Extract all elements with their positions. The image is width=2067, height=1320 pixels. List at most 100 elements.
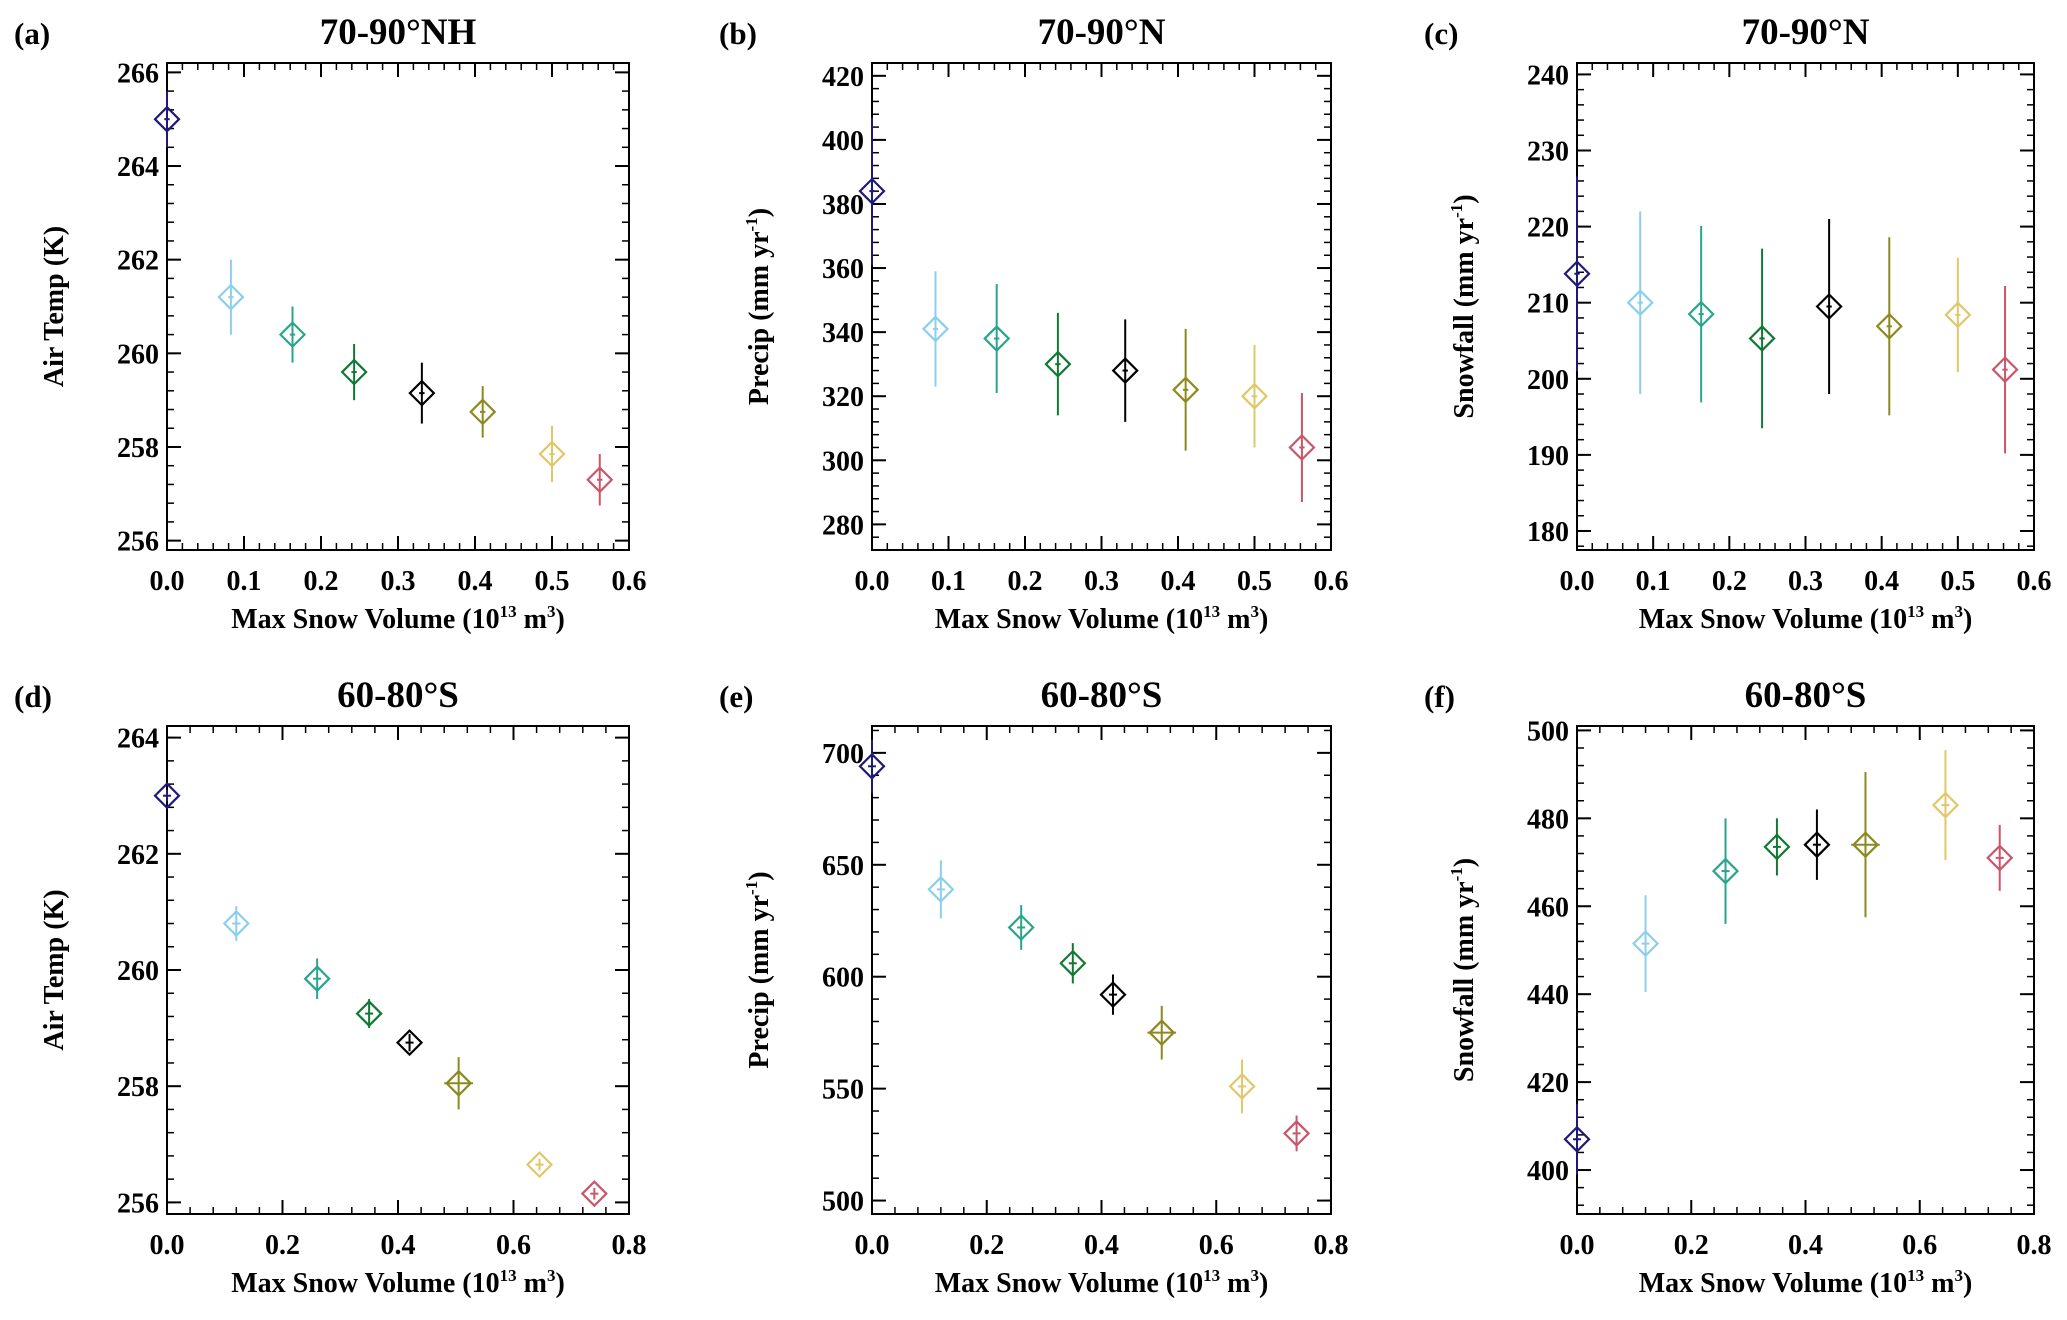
- x-tick-label: 0.2: [1008, 566, 1043, 597]
- x-tick-label: 0.6: [2017, 566, 2052, 597]
- diamond-marker: [445, 1069, 473, 1097]
- x-tick-label: 0.2: [265, 1230, 300, 1261]
- x-tick-label: 0.1: [227, 566, 262, 597]
- y-tick-label: 280: [822, 510, 864, 541]
- x-tick-label: 0.4: [1161, 566, 1196, 597]
- x-axis-label: Max Snow Volume (1013 m3): [935, 602, 1269, 635]
- diamond-marker: [1748, 324, 1776, 353]
- data-point: [1711, 818, 1740, 924]
- y-axis-label: Snowfall (mm yr-1): [1447, 858, 1480, 1082]
- panel-title: 70-90°NH: [320, 12, 477, 53]
- data-point: [1147, 1005, 1177, 1060]
- panel-label: (d): [14, 679, 52, 714]
- x-tick-label: 0.5: [535, 566, 570, 597]
- x-tick-label: 0.8: [612, 1230, 647, 1261]
- data-point: [469, 386, 497, 438]
- data-point: [1803, 809, 1831, 880]
- x-tick-label: 0.5: [1237, 566, 1272, 597]
- data-point: [153, 782, 181, 810]
- y-tick-label: 258: [117, 1072, 159, 1103]
- x-tick-label: 0.1: [931, 566, 966, 597]
- data-point: [1288, 393, 1316, 502]
- diamond-marker: [1631, 930, 1660, 958]
- y-tick-label: 266: [117, 58, 159, 89]
- panel-label: (c): [1424, 16, 1458, 51]
- panel-a: (a) 70-90°NH 0.0 0.1 0.2 0.3 0.4 0.5 0.6 256 258 26…: [14, 12, 647, 635]
- y-tick-label: 440: [1527, 980, 1569, 1011]
- diamond-marker: [525, 1151, 554, 1179]
- x-tick-label: 0.4: [1084, 1230, 1119, 1261]
- data-point: [858, 739, 886, 794]
- diamond-marker: [1148, 1019, 1176, 1047]
- x-tick-label: 0.4: [458, 566, 493, 597]
- x-tick-label: 0.4: [381, 1230, 416, 1261]
- data-point: [1991, 285, 2019, 454]
- diamond-marker: [1563, 1125, 1591, 1153]
- x-axis-label: Max Snow Volume (1013 m3): [935, 1266, 1269, 1299]
- y-tick-label: 550: [822, 1075, 864, 1106]
- panel-label: (e): [719, 679, 753, 714]
- plot-frame: [1576, 62, 2035, 551]
- data-point: [1172, 328, 1200, 451]
- x-tick-label: 0.5: [1940, 566, 1975, 597]
- y-axis-label: Precip (mm yr-1): [742, 208, 775, 405]
- plot-frame: [871, 62, 1332, 551]
- data-point: [1240, 344, 1269, 448]
- data-point: [1851, 772, 1880, 918]
- data-point: [1099, 974, 1127, 1015]
- data-point: [222, 906, 250, 941]
- y-tick-label: 264: [117, 724, 159, 755]
- data-point: [153, 91, 181, 148]
- x-tick-label: 0.3: [1084, 566, 1119, 597]
- x-tick-label: 0.8: [1314, 1230, 1349, 1261]
- x-tick-label: 0.0: [150, 566, 185, 597]
- diamond-marker: [278, 321, 307, 349]
- diamond-marker: [1763, 833, 1791, 861]
- x-tick-label: 0.4: [1864, 566, 1899, 597]
- data-point: [444, 1057, 474, 1110]
- y-tick-label: 256: [117, 527, 159, 558]
- data-point: [538, 425, 566, 483]
- x-tick-label: 0.6: [496, 1230, 531, 1261]
- y-tick-label: 300: [822, 446, 864, 477]
- diamond-marker: [395, 1029, 424, 1057]
- y-tick-label: 258: [117, 433, 159, 464]
- diamond-marker: [303, 965, 331, 993]
- y-tick-label: 420: [822, 62, 864, 93]
- diamond-marker: [1944, 301, 1972, 329]
- diamond-marker: [153, 105, 181, 133]
- diamond-marker: [1563, 260, 1591, 288]
- y-tick-label: 260: [117, 956, 159, 987]
- y-tick-label: 700: [822, 739, 864, 770]
- y-tick-label: 180: [1527, 517, 1569, 548]
- panel-title: 70-90°N: [1742, 12, 1870, 53]
- y-tick-label: 210: [1527, 289, 1569, 320]
- diamond-marker: [858, 177, 886, 205]
- data-point: [1631, 895, 1660, 992]
- x-axis-label: Max Snow Volume (1013 m3): [231, 602, 565, 635]
- data-point: [1687, 225, 1715, 403]
- y-tick-label: 400: [1527, 1156, 1569, 1187]
- diamond-marker: [1059, 949, 1087, 977]
- panel-title: 60-80°S: [1041, 675, 1163, 716]
- diamond-marker: [1172, 376, 1200, 404]
- data-point: [1763, 818, 1791, 876]
- x-tick-label: 0.2: [969, 1230, 1004, 1261]
- panel-f: (f) 60-80°S 0.0 0.2 0.4 0.6 0.8 400 420 440 460 480…: [1424, 675, 2052, 1299]
- data-point: [1283, 1115, 1311, 1152]
- data-point: [858, 117, 886, 265]
- y-axis-label: Air Temp (K): [39, 889, 70, 1050]
- data-point: [525, 1151, 554, 1179]
- diamond-marker: [1931, 791, 1960, 819]
- panel-e: (e) 60-80°S 0.0 0.2 0.4 0.6 0.8 500 550 600 650 700…: [719, 675, 1349, 1299]
- y-tick-label: 230: [1527, 137, 1569, 168]
- diamond-marker: [1711, 857, 1740, 885]
- panel-label: (b): [719, 16, 757, 51]
- diamond-marker: [1288, 433, 1316, 462]
- y-tick-label: 240: [1527, 60, 1569, 91]
- panel-d: (d) 60-80°S 0.0 0.2 0.4 0.6 0.8 256 258 260 262 264…: [14, 675, 647, 1299]
- diamond-marker: [1815, 292, 1843, 321]
- x-tick-label: 0.0: [855, 566, 890, 597]
- data-point: [1563, 176, 1591, 372]
- diamond-marker: [1851, 831, 1880, 859]
